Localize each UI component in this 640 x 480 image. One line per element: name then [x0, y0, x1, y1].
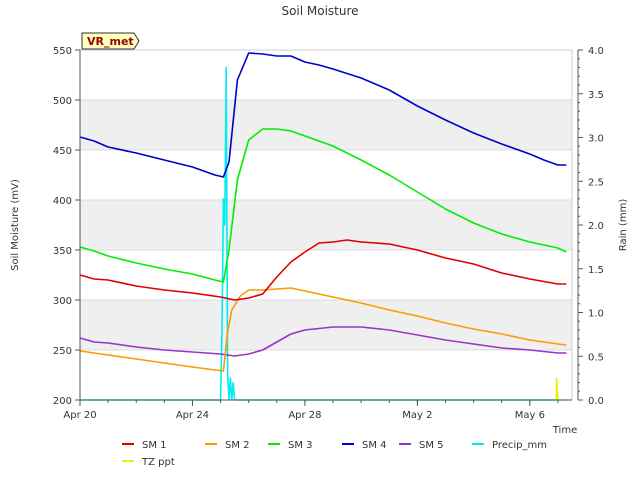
y-right-tick-label: 1.0 [588, 309, 604, 320]
axes: 200 250 300 350 400 450 500 550 Apr 20 Apr 24 Apr … [53, 46, 604, 421]
station-label-box: VR_met [81, 32, 140, 50]
y-right-tick-label: 3.0 [588, 134, 604, 145]
y-tick-label: 250 [53, 346, 72, 357]
legend-item: SM 2 [205, 440, 250, 451]
legend-label: TZ ppt [141, 457, 175, 468]
x-tick-label: Apr 20 [63, 410, 96, 421]
chart-title: Soil Moisture [281, 4, 358, 18]
y-right-tick-label: 0.5 [588, 352, 604, 363]
x-axis-label: Time [552, 425, 577, 436]
plot-band [80, 300, 572, 350]
series-lines [79, 52, 567, 401]
y-right-tick-label: 2.5 [588, 177, 604, 188]
y-right-tick-label: 3.5 [588, 90, 604, 101]
legend-item: SM 5 [399, 440, 444, 451]
y-tick-label: 200 [53, 396, 72, 407]
y-tick-label: 300 [53, 296, 72, 307]
legend-label: SM 2 [225, 440, 250, 451]
series-line-sm-1 [79, 239, 567, 301]
y-right-tick-label: 1.5 [588, 265, 604, 276]
series-line-sm-4 [79, 52, 567, 178]
x-tick-label: May 2 [402, 410, 432, 421]
legend-item: Precip_mm [472, 440, 547, 451]
y-tick-label: 450 [53, 146, 72, 157]
plot-band [80, 100, 572, 150]
legend: SM 1 SM 2 SM 3 SM 4 SM 5 Precip_mm TZ ppt [122, 440, 547, 468]
legend-label: SM 5 [419, 440, 444, 451]
legend-item: SM 4 [342, 440, 387, 451]
legend-label: SM 4 [362, 440, 387, 451]
series-line-sm-3 [79, 128, 567, 283]
y-tick-label: 550 [53, 46, 72, 57]
y-right-tick-label: 4.0 [588, 46, 604, 57]
x-tick-label: May 6 [515, 410, 545, 421]
legend-label: Precip_mm [492, 440, 547, 451]
y-axis-label: Soil Moisture (mV) [10, 179, 21, 271]
y-tick-label: 500 [53, 96, 72, 107]
y-right-tick-label: 2.0 [588, 221, 604, 232]
legend-label: SM 3 [288, 440, 313, 451]
legend-item: SM 3 [268, 440, 313, 451]
y-tick-label: 350 [53, 246, 72, 257]
x-tick-label: Apr 28 [288, 410, 321, 421]
plot-band [80, 200, 572, 250]
plot-bands [80, 100, 572, 350]
x-tick-label: Apr 24 [176, 410, 209, 421]
station-label: VR_met [87, 35, 134, 48]
legend-item: SM 1 [122, 440, 167, 451]
legend-item: TZ ppt [122, 457, 175, 468]
y-right-tick-label: 0.0 [588, 396, 604, 407]
series-line-sm-5 [79, 326, 567, 357]
series-line-sm-2 [79, 287, 567, 372]
y-axis-right-label: Rain (mm) [618, 199, 629, 252]
y-tick-label: 400 [53, 196, 72, 207]
legend-label: SM 1 [142, 440, 167, 451]
